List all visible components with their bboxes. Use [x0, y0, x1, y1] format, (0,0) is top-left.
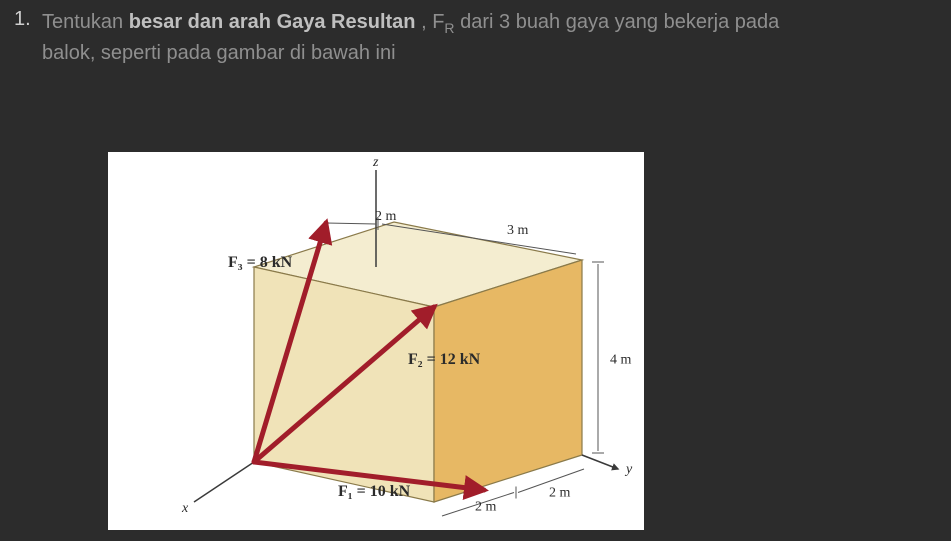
svg-text:3 m: 3 m [507, 223, 529, 238]
q-line2: balok, seperti pada gambar di bawah ini [42, 42, 396, 64]
svg-text:F₂ = 12 kN: F₂ = 12 kN [408, 351, 481, 368]
page: 1. Tentukan besar dan arah Gaya Resultan… [0, 0, 951, 541]
q-line1-suffix: dari 3 buah gaya yang bekerja pada [455, 11, 780, 33]
q-line1-mid: , F [416, 11, 445, 33]
svg-text:y: y [624, 462, 633, 477]
svg-text:z: z [372, 155, 379, 170]
q-line1-sub: R [444, 20, 454, 36]
svg-text:2 m: 2 m [475, 500, 497, 515]
svg-text:2 m: 2 m [549, 486, 571, 501]
figure: z2 m3 m4 mxy2 m2 mF₁ = 10 kNF₂ = 12 kNF₃… [108, 152, 644, 530]
svg-text:4 m: 4 m [610, 353, 632, 368]
q-line1-prefix: Tentukan [42, 11, 129, 33]
figure-svg: z2 m3 m4 mxy2 m2 mF₁ = 10 kNF₂ = 12 kNF₃… [108, 152, 644, 530]
question-number: 1. [14, 8, 31, 31]
question-text: Tentukan besar dan arah Gaya Resultan , … [42, 8, 945, 67]
svg-text:x: x [181, 501, 189, 516]
q-line1-bold: besar dan arah Gaya Resultan [129, 11, 416, 33]
svg-text:F₁ = 10 kN: F₁ = 10 kN [338, 483, 411, 500]
svg-text:F₃ = 8 kN: F₃ = 8 kN [228, 254, 293, 271]
